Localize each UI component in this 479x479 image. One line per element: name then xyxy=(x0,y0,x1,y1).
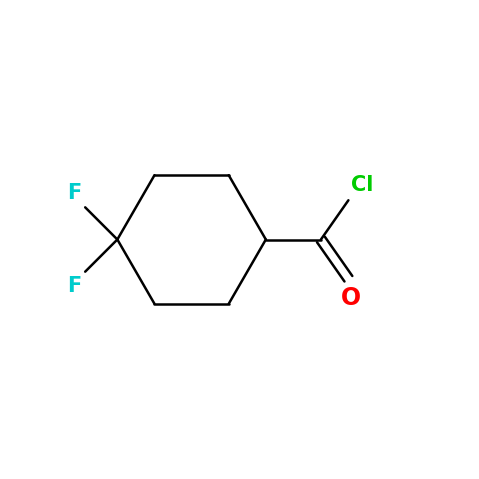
Text: Cl: Cl xyxy=(351,174,373,194)
Text: F: F xyxy=(67,276,81,297)
Text: O: O xyxy=(341,286,361,310)
Text: F: F xyxy=(67,182,81,203)
